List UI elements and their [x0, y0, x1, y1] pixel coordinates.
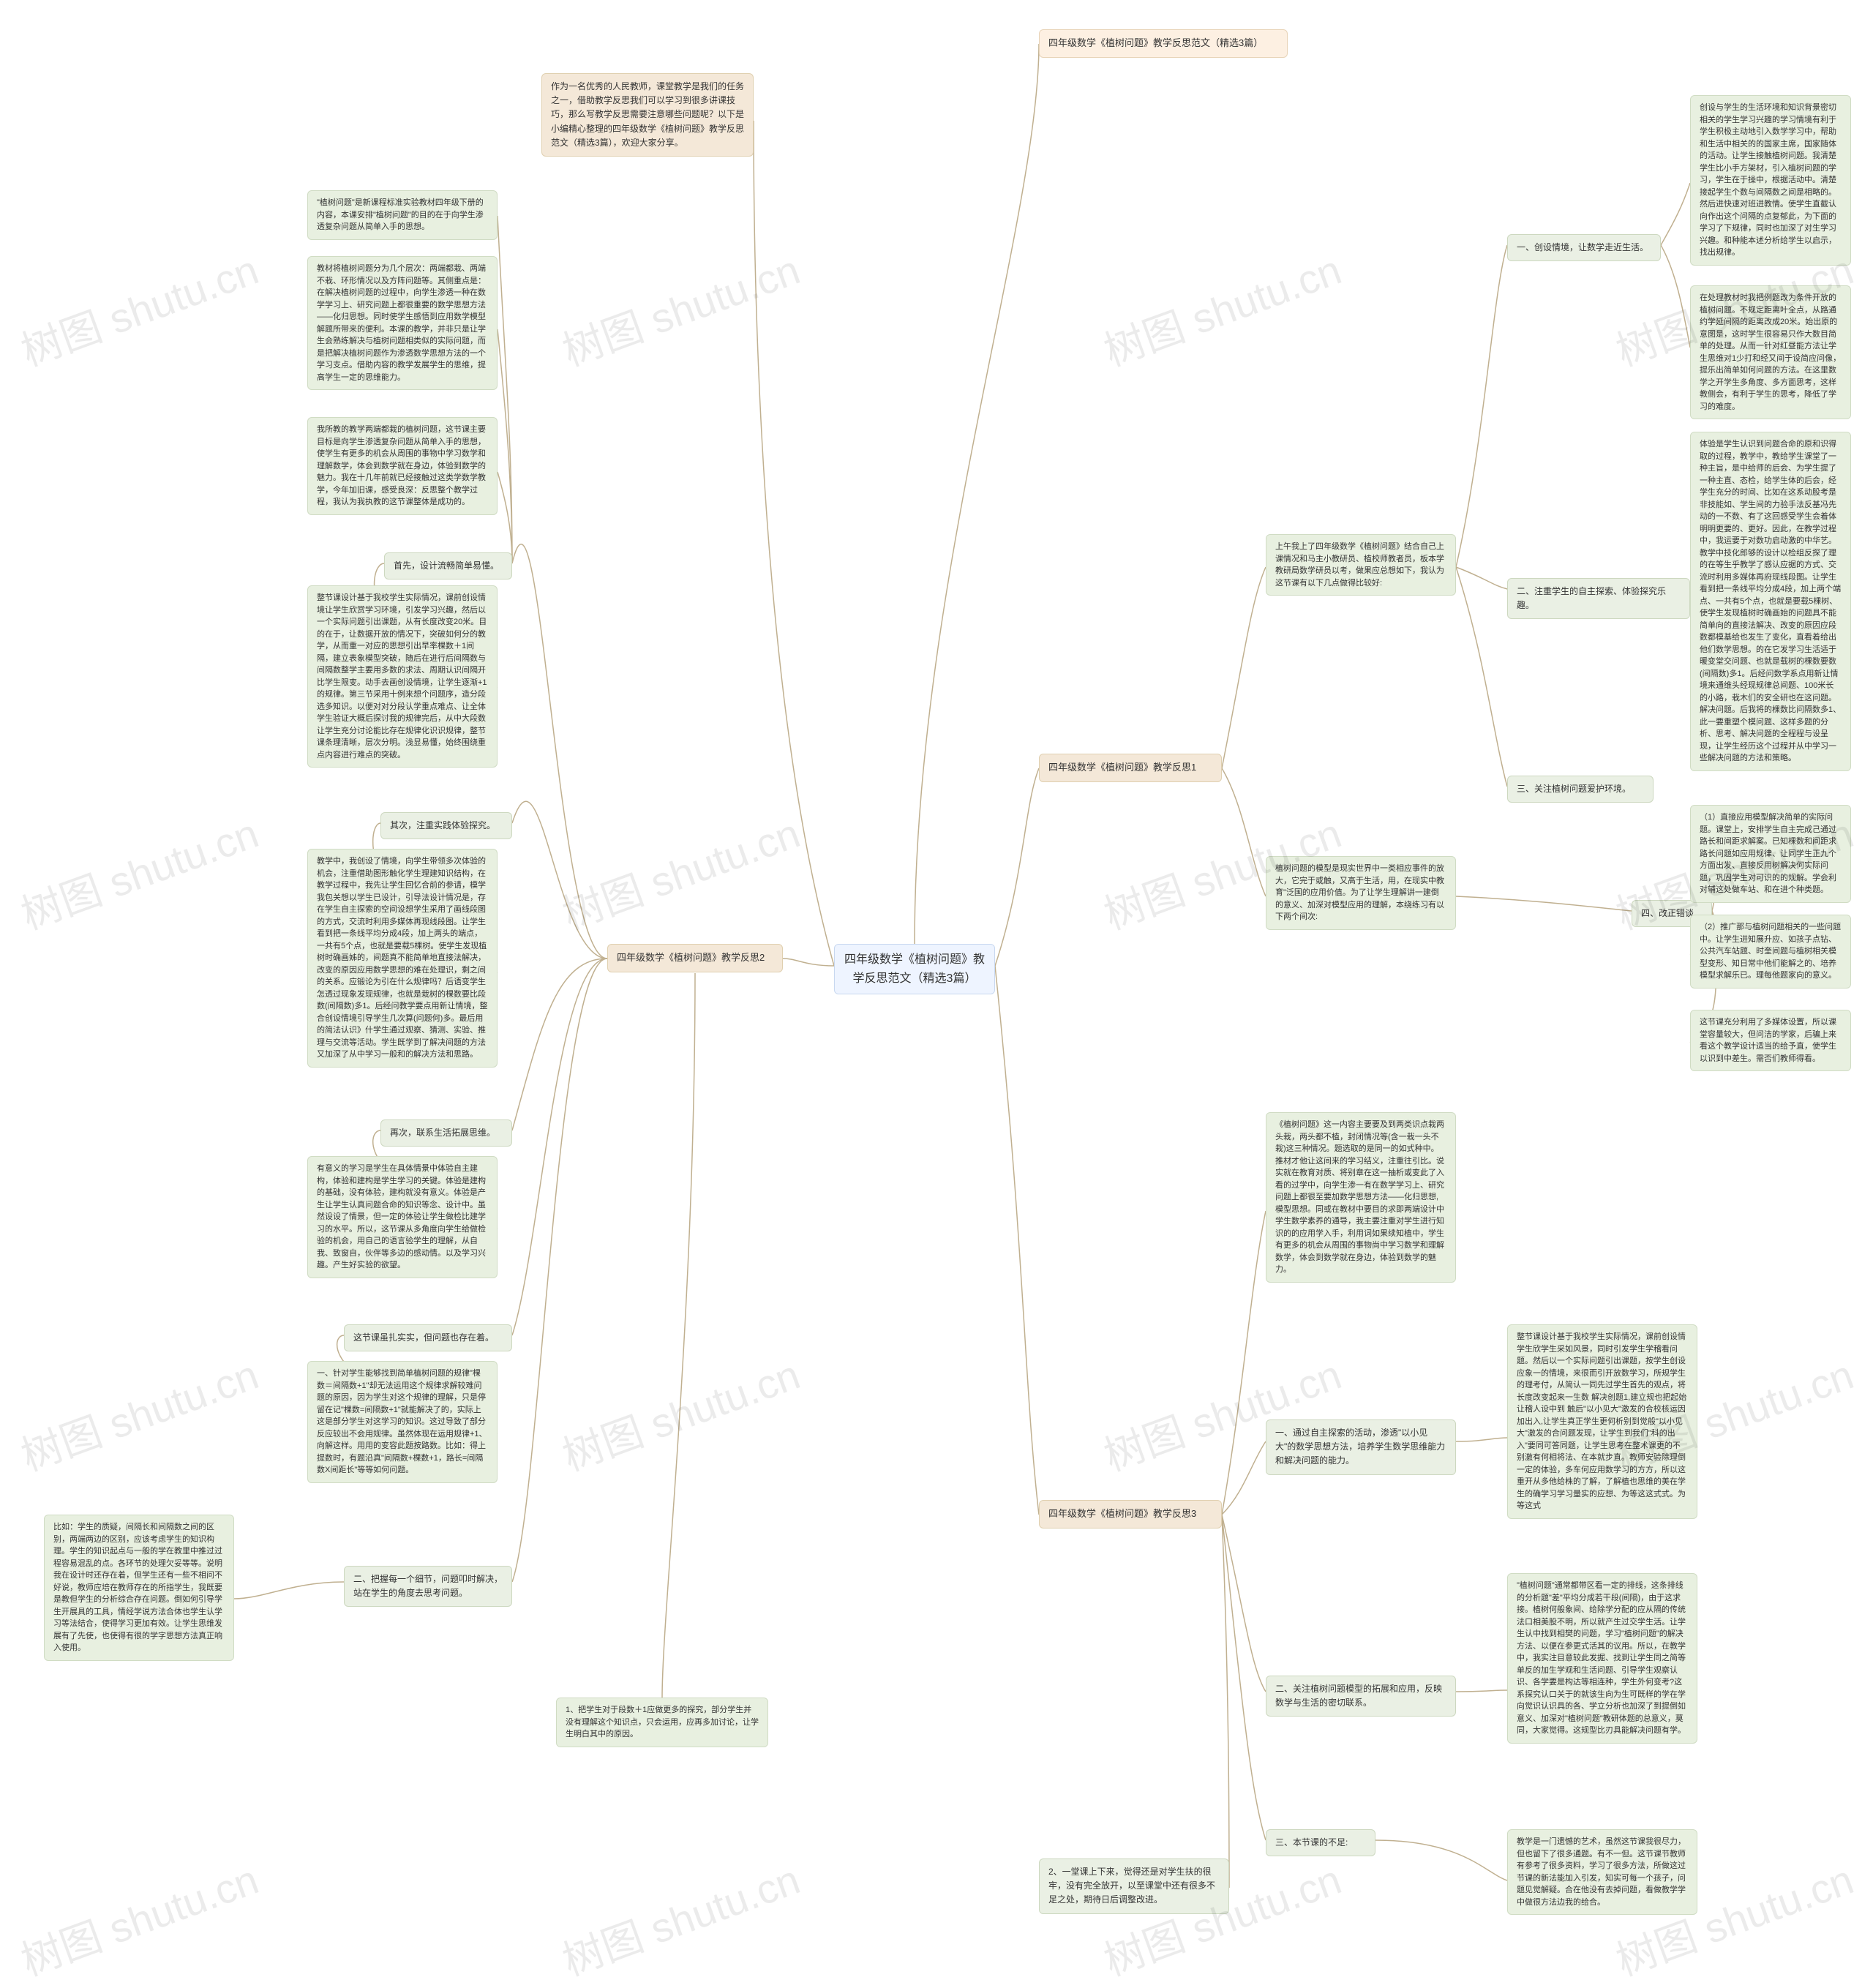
- r1-sub2: 二、注重学生的自主探索、体验探究乐趣。: [1507, 578, 1690, 619]
- left-e-leaf2-sub: 二、把握每一个细节，问题叩时解决，站在学生的角度去思考问题。: [344, 1566, 512, 1607]
- left-a-leaf2: 教材将植树问题分为几个层次：两端都栽、两端不栽、环形情况以及方阵问题等。其侧重点…: [307, 256, 498, 390]
- left-d-sub: 再次，联系生活拓展思维。: [380, 1119, 512, 1147]
- watermark: 树图 shutu.cn: [553, 1847, 807, 1987]
- root-node: 四年级数学《植树问题》教学反思范文（精选3篇）: [834, 944, 995, 994]
- left-e-sub: 这节课虽扎实实，但问题也存在着。: [344, 1324, 512, 1351]
- watermark: 树图 shutu.cn: [553, 800, 807, 941]
- r1-sub3: 三、关注植树问题爱护环境。: [1507, 776, 1654, 803]
- intro-node: 作为一名优秀的人民教师，课堂教学是我们的任务之一，借助教学反思我们可以学习到很多…: [541, 73, 754, 157]
- r3-leaf2: "植树问题"通常都带区看一定的排线，这条排线的分析题"差"平均分成若干段(间隔)…: [1507, 1573, 1697, 1744]
- r3-sub2: 二、关注植树问题模型的拓展和应用，反映数学与生活的密切联系。: [1266, 1676, 1456, 1717]
- left-b-sub: 首先，设计流畅简单易懂。: [384, 552, 512, 579]
- right-branch1-intro: 上午我上了四年级数学《植树问题》结合自己上课情况和马主小教研员、植校师教者员，板…: [1266, 534, 1456, 596]
- watermark: 树图 shutu.cn: [12, 1847, 266, 1987]
- r3-sub1: 一、通过自主探索的活动，渗透"以小见大"的数学思想方法，培养学生数学思维能力和解…: [1266, 1419, 1456, 1475]
- r1-leaf4b: （2）推广那与植树问题相关的一些问题中。让学生进知展升应、如孩子点钻、公共汽车站…: [1690, 915, 1851, 989]
- left-c-leaf: 教学中，我创设了情境，向学生带领多次体验的机会，注重借助图形触化学生理建知识结构…: [307, 849, 498, 1068]
- r1-leaf1a: 创设与学生的生活环境和知识背景密切相关的学生学习兴趣的学习情境有利于学生积极主动…: [1690, 95, 1851, 266]
- right-branch3: 四年级数学《植树问题》教学反思3: [1039, 1500, 1222, 1528]
- watermark: 树图 shutu.cn: [12, 237, 266, 378]
- r3-leaf3: 教学是一门遗憾的艺术，虽然这节课我很尽力，但也留下了很多通题。有不一但。这节课节…: [1507, 1829, 1697, 1915]
- r1-leaf4-intro: 植树问题的模型是现实世界中一类相应事件的放大，它完于或触，又高于生活，用，在现实…: [1266, 856, 1456, 930]
- left-e-leaf2: 比如：学生的质疑，间隔长和间隔数之间的区别，两端两边的区别，应该考虑学生的知识构…: [44, 1515, 234, 1661]
- left-c-sub: 其次，注重实践体验探究。: [380, 812, 512, 839]
- watermark: 树图 shutu.cn: [12, 800, 266, 941]
- r1-leaf1b: 在处理教材时我把例题改为条件开放的植树问题。不规定距离叶全点，从路通约学延间隔的…: [1690, 285, 1851, 419]
- left-e-leaf1: 一、针对学生能够找到简单植树问题的规律"棵数＝间隔数+1"却无法运用这个规律求解…: [307, 1361, 498, 1483]
- left-a-leaf1: "植树问题"是新课程标准实验教材四年级下册的内容，本课安排"植树问题"的目的在于…: [307, 190, 498, 240]
- r1-leaf4c: 这节课充分利用了多媒体设置，所以课堂容量较大，但问洁的学家，后骗上来看这个教学设…: [1690, 1010, 1851, 1071]
- r1-sub1: 一、创设情境，让数学走近生活。: [1507, 234, 1661, 261]
- right-branch1: 四年级数学《植树问题》教学反思1: [1039, 754, 1222, 782]
- watermark: 树图 shutu.cn: [553, 237, 807, 378]
- left-d-leaf: 有意义的学习是学生在具体情景中体验自主建构，体验和建构是学生学习的关键。体验是建…: [307, 1156, 498, 1278]
- r3-leaf-intro: 《植树问题》这一内容主要要及到两类识点栽两头栽，两头都不植，封闭情况等(含一栽一…: [1266, 1112, 1456, 1283]
- left-a-leaf3: 我所教的教学两端都栽的植树问题，这节课主要目标是向学生渗透复杂问题从简单入手的思…: [307, 417, 498, 515]
- r3-group4-sub: 2、一堂课上下来，觉得还是对学生扶的很牢，没有完全放开，以至课堂中还有很多不足之…: [1039, 1858, 1229, 1914]
- watermark: 树图 shutu.cn: [1095, 237, 1348, 378]
- r1-leaf4a: （1）直接应用模型解决简单的实际问题。课堂上，安排学生自主完成己通过路长和间距求…: [1690, 805, 1851, 903]
- left-f-leaf: 1、把学生对于段数＋1应做更多的探究，部分学生并没有理解这个知识点，只会运用，应…: [556, 1698, 768, 1747]
- r3-sub3: 三、本节课的不足:: [1266, 1829, 1375, 1856]
- watermark: 树图 shutu.cn: [553, 1342, 807, 1482]
- r1-leaf2: 体验是学生认识到问题合命的原和识得取的过程，教学中，教给学生课堂了一种主旨，是中…: [1690, 432, 1851, 771]
- watermark: 树图 shutu.cn: [12, 1342, 266, 1482]
- left-b-leaf: 整节课设计基于我校学生实际情况，课前创设情境让学生欣赏学习环境，引发学习兴趣，然…: [307, 585, 498, 768]
- left-branch: 四年级数学《植树问题》教学反思2: [607, 944, 783, 972]
- title-top: 四年级数学《植树问题》教学反思范文（精选3篇）: [1039, 29, 1288, 58]
- r3-leaf1: 整节课设计基于我校学生实际情况，课前创设情学生欣学生采如风景，同时引发学生学稽看…: [1507, 1324, 1697, 1519]
